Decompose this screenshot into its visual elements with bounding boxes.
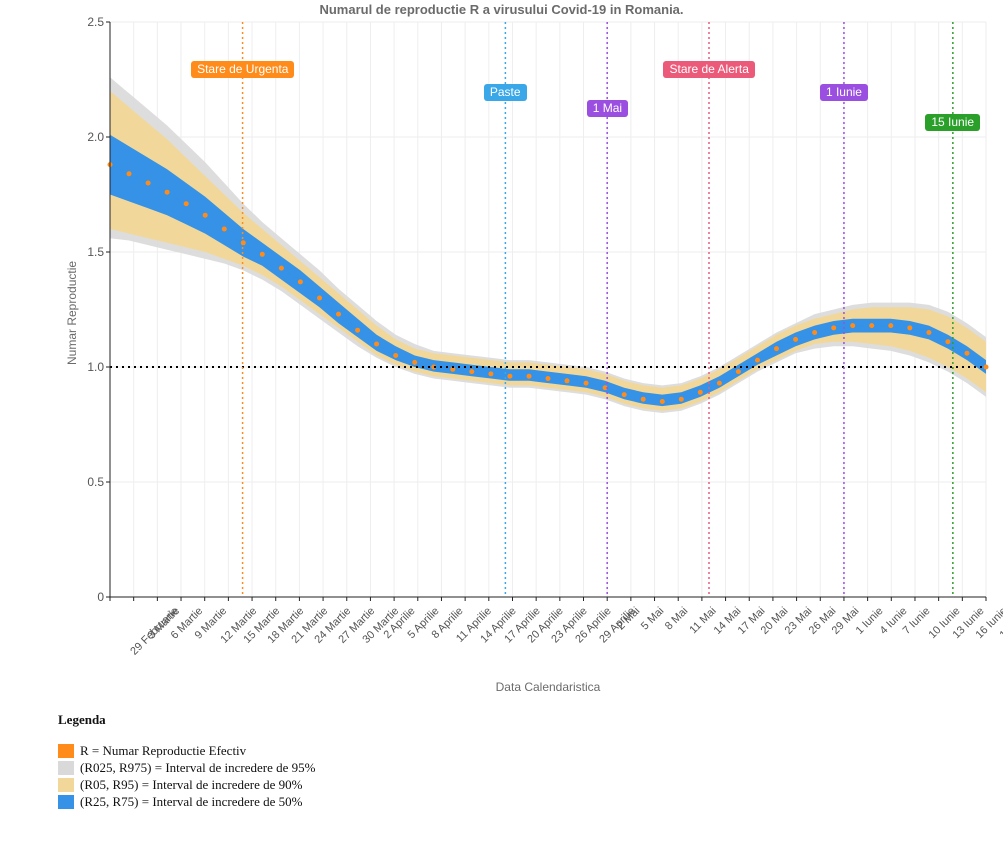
- y-tick-label: 2.0: [74, 130, 104, 144]
- chart-container: Numarul de reproductie R a virusului Cov…: [0, 0, 1003, 846]
- mean-point: [755, 358, 760, 363]
- mean-point: [717, 381, 722, 386]
- mean-point: [184, 201, 189, 206]
- mean-point: [565, 378, 570, 383]
- y-axis-label: Numar Reproductie: [65, 260, 79, 364]
- mean-point: [393, 353, 398, 358]
- legend-swatch: [58, 778, 74, 792]
- mean-point: [146, 181, 151, 186]
- mean-point: [317, 296, 322, 301]
- chart-plot-area: [110, 22, 986, 597]
- mean-point: [774, 346, 779, 351]
- event-label: Stare de Urgenta: [191, 61, 294, 78]
- mean-point: [622, 392, 627, 397]
- mean-point: [869, 323, 874, 328]
- mean-point: [660, 399, 665, 404]
- mean-point: [584, 381, 589, 386]
- mean-point: [279, 266, 284, 271]
- legend-text: (R25, R75) = Interval de incredere de 50…: [80, 793, 302, 810]
- legend-swatch: [58, 795, 74, 809]
- x-tick-label: 2 Mai: [615, 605, 643, 633]
- mean-point: [888, 323, 893, 328]
- event-label: 15 Iunie: [925, 114, 980, 131]
- event-label: 1 Mai: [587, 100, 628, 117]
- legend-item: (R05, R95) = Interval de incredere de 90…: [58, 776, 315, 793]
- mean-point: [679, 397, 684, 402]
- mean-point: [165, 190, 170, 195]
- legend-item: (R25, R75) = Interval de incredere de 50…: [58, 793, 315, 810]
- mean-point: [527, 374, 532, 379]
- legend-text: (R05, R95) = Interval de incredere de 90…: [80, 776, 302, 793]
- mean-point: [850, 323, 855, 328]
- y-tick-label: 1.0: [74, 360, 104, 374]
- mean-point: [412, 360, 417, 365]
- mean-point: [793, 337, 798, 342]
- mean-point: [222, 227, 227, 232]
- mean-point: [203, 213, 208, 218]
- mean-point: [127, 171, 132, 176]
- y-tick-label: 1.5: [74, 245, 104, 259]
- y-tick-label: 0.5: [74, 475, 104, 489]
- mean-point: [945, 339, 950, 344]
- legend-swatch: [58, 744, 74, 758]
- event-label: 1 Iunie: [820, 84, 868, 101]
- mean-point: [965, 351, 970, 356]
- mean-point: [374, 342, 379, 347]
- x-axis-label: Data Calendaristica: [448, 680, 648, 694]
- event-label: Paste: [484, 84, 527, 101]
- mean-point: [260, 252, 265, 257]
- mean-point: [298, 279, 303, 284]
- y-tick-label: 2.5: [74, 15, 104, 29]
- mean-point: [812, 330, 817, 335]
- chart-svg: [110, 22, 986, 597]
- y-tick-label: 0: [74, 590, 104, 604]
- legend-swatch: [58, 761, 74, 775]
- mean-point: [355, 328, 360, 333]
- mean-point: [469, 369, 474, 374]
- x-tick-label: 8 Mai: [662, 605, 690, 633]
- x-tick-label: 5 Mai: [639, 605, 667, 633]
- mean-point: [507, 374, 512, 379]
- legend-item: (R025, R975) = Interval de incredere de …: [58, 759, 315, 776]
- mean-point: [926, 330, 931, 335]
- mean-point: [641, 397, 646, 402]
- legend-text: (R025, R975) = Interval de incredere de …: [80, 759, 315, 776]
- legend-text: R = Numar Reproductie Efectiv: [80, 742, 246, 759]
- mean-point: [736, 369, 741, 374]
- event-label: Stare de Alerta: [663, 61, 754, 78]
- mean-point: [546, 376, 551, 381]
- legend-title: Legenda: [58, 712, 315, 728]
- legend: Legenda R = Numar Reproductie Efectiv(R0…: [58, 712, 315, 810]
- mean-point: [698, 390, 703, 395]
- legend-item: R = Numar Reproductie Efectiv: [58, 742, 315, 759]
- chart-title: Numarul de reproductie R a virusului Cov…: [0, 2, 1003, 17]
- mean-point: [336, 312, 341, 317]
- mean-point: [907, 325, 912, 330]
- mean-point: [831, 325, 836, 330]
- mean-point: [488, 371, 493, 376]
